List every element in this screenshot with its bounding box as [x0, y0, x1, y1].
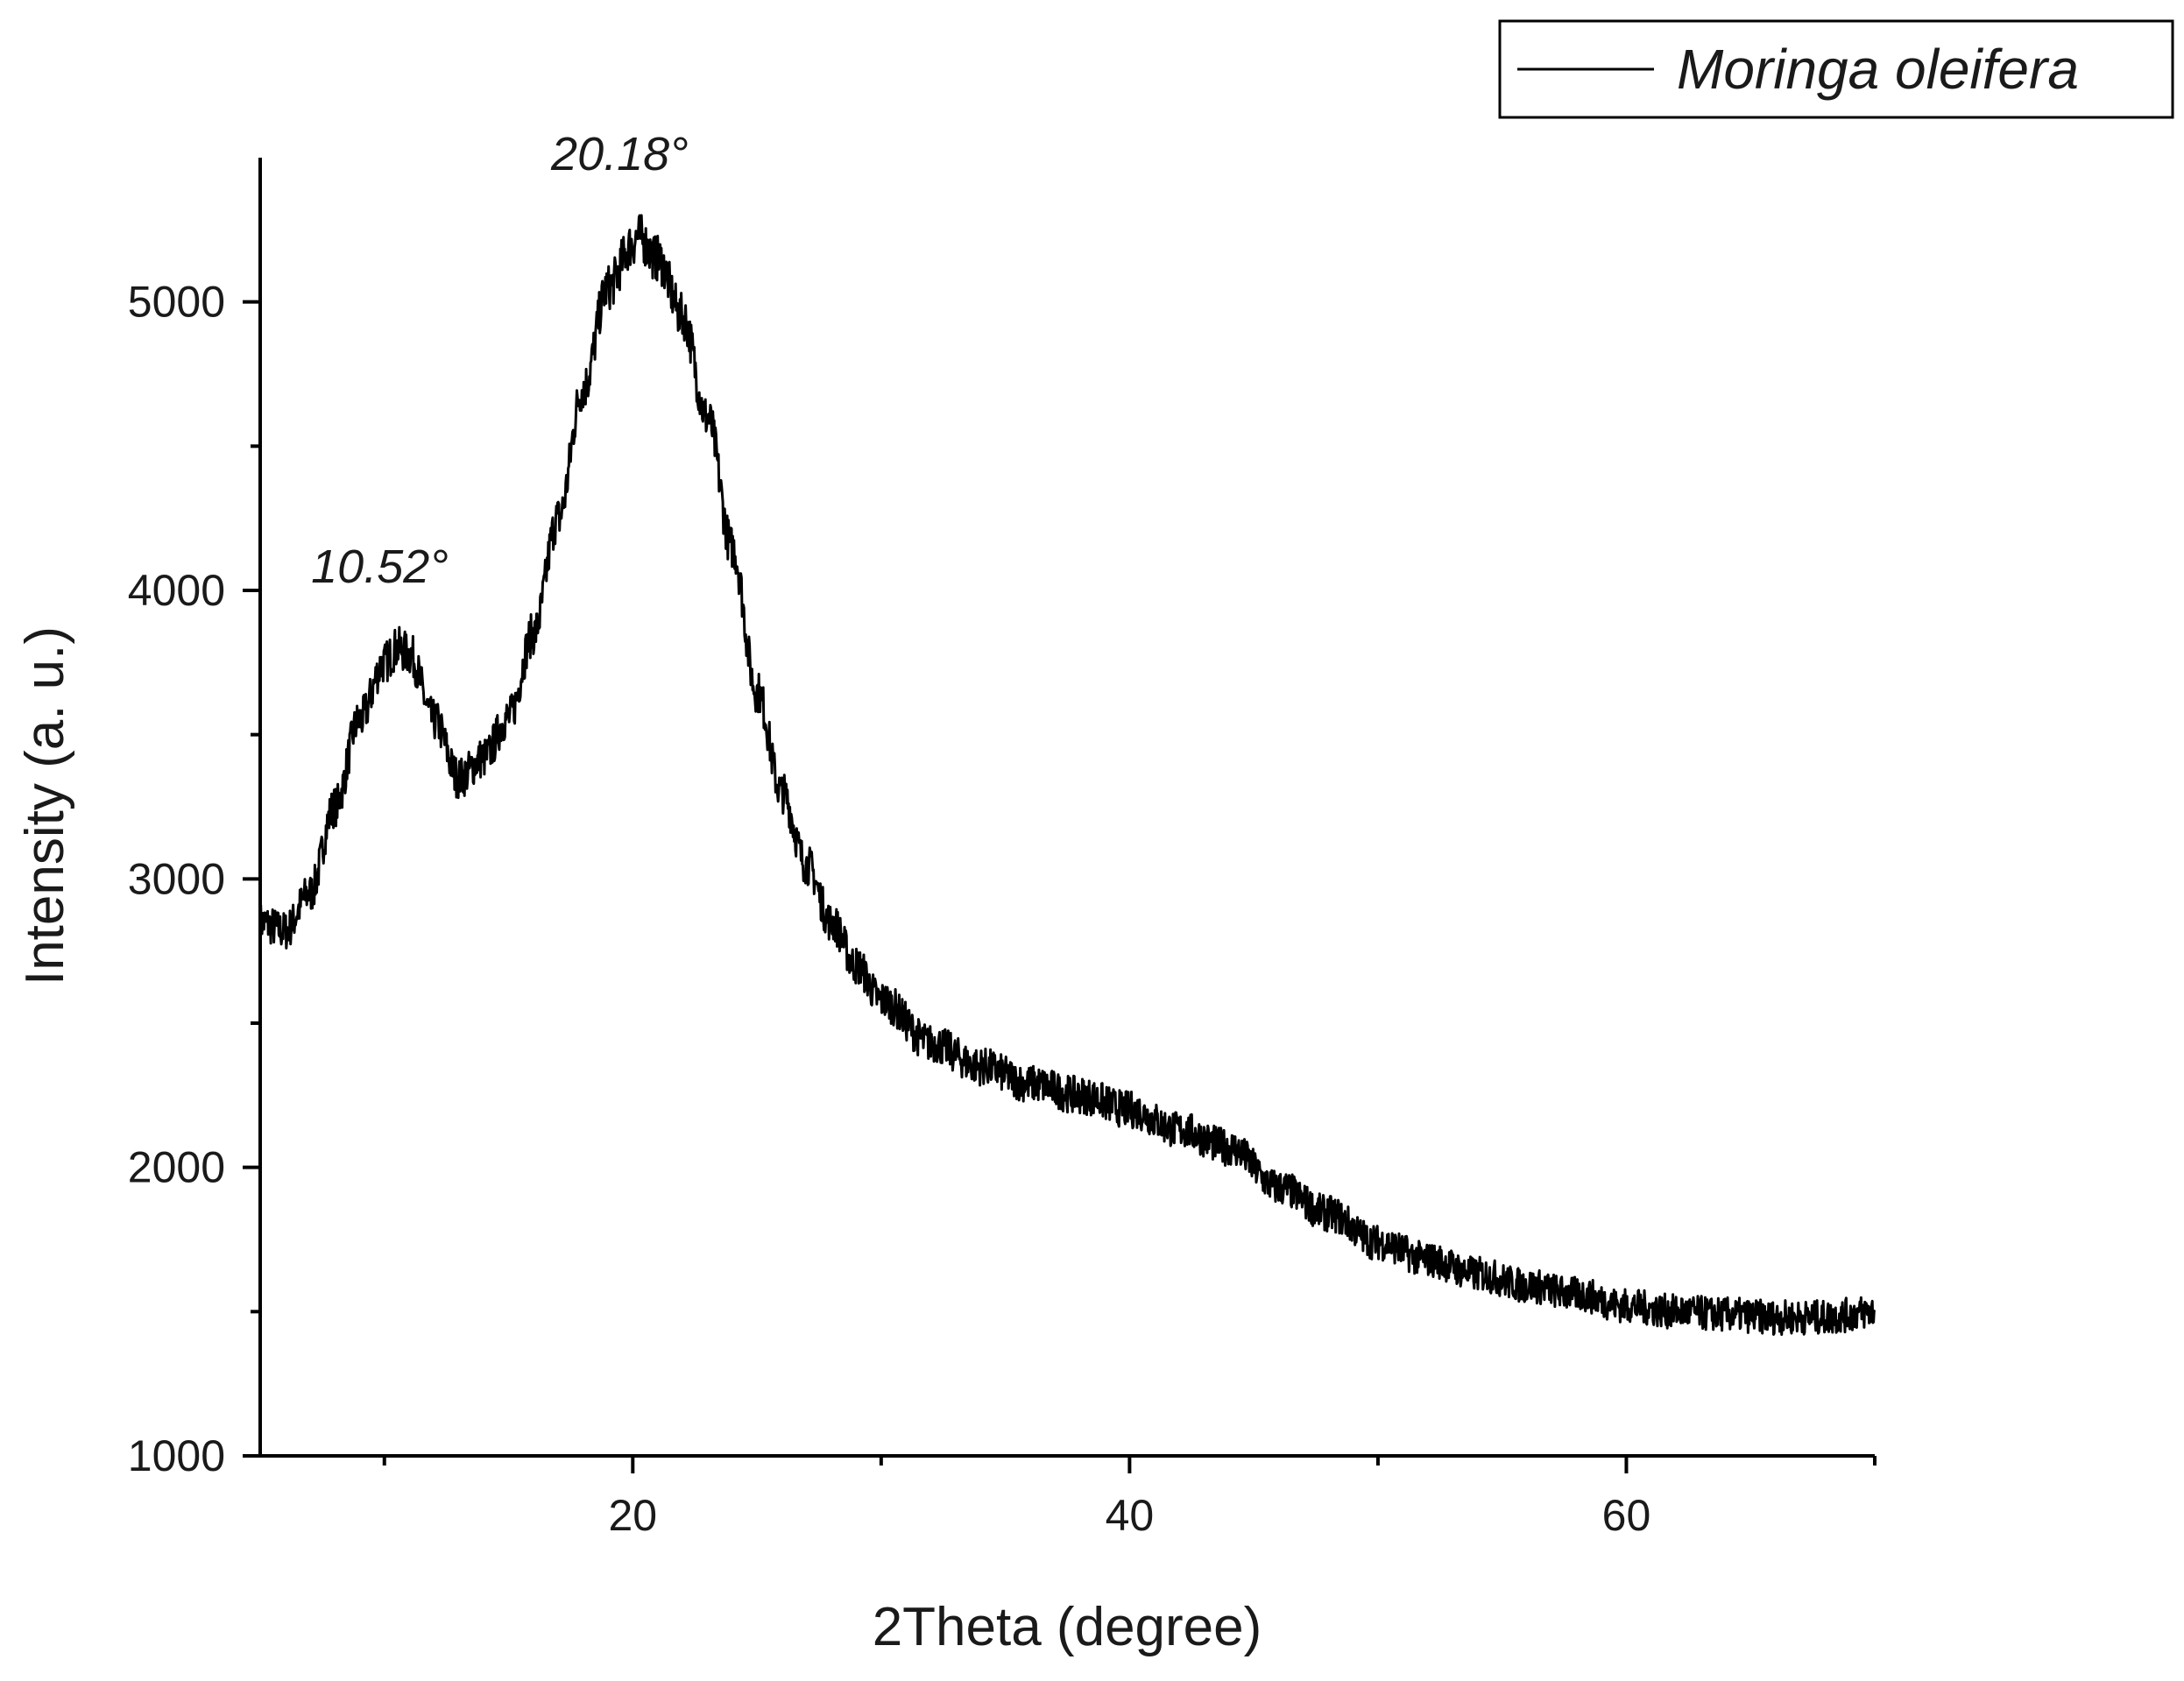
peak-annotation: 10.52° [311, 540, 449, 593]
x-tick-label: 20 [608, 1491, 657, 1540]
x-axis-title: 2Theta (degree) [873, 1597, 1262, 1657]
legend-label-moringa-oleifera: Moringa oleifera [1677, 38, 2079, 101]
legend-box [1498, 19, 2174, 119]
x-tick-label: 60 [1602, 1491, 1651, 1540]
y-tick-label: 2000 [128, 1143, 225, 1192]
y-axis-title: Intensity (a. u.) [15, 626, 75, 985]
y-tick-label: 4000 [128, 566, 225, 615]
peak-annotation: 20.18° [550, 128, 689, 180]
y-tick-label: 5000 [128, 278, 225, 327]
y-tick-label: 3000 [128, 854, 225, 903]
legend: Moringa oleifera [1498, 19, 2174, 119]
axes: 1000 2000 3000 4000 5000 20 40 60 [128, 158, 1877, 1540]
series-line-moringa-oleifera [258, 214, 1877, 1336]
y-tick-label: 1000 [128, 1431, 225, 1480]
x-tick-label: 40 [1106, 1491, 1155, 1540]
peak-annotations: 10.52° 20.18° [311, 128, 689, 593]
